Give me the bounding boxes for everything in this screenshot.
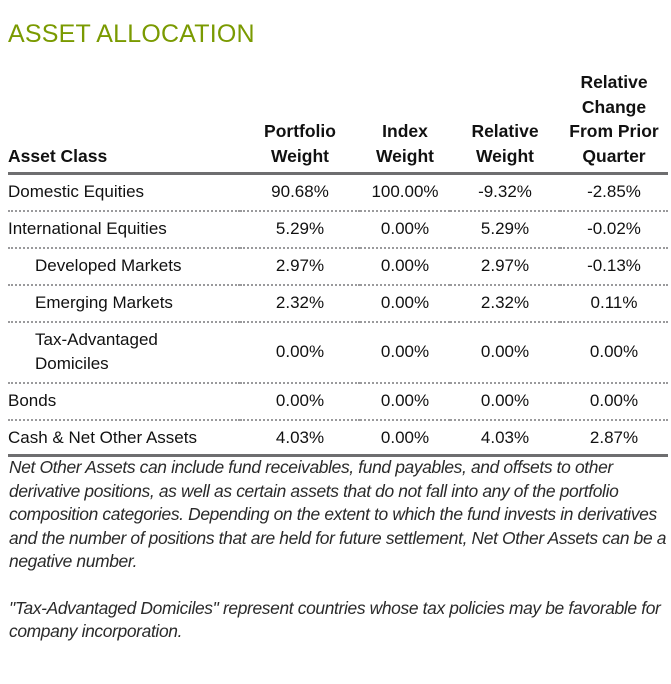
index-weight-cell: 100.00% <box>360 173 450 212</box>
header-relative-weight: Relative Weight <box>450 70 560 175</box>
table-row: Tax-Advantaged Domiciles 0.00% 0.00% 0.0… <box>8 322 668 384</box>
relative-weight-cell: 2.32% <box>450 285 560 323</box>
asset-class-cell: Domestic Equities <box>8 173 240 212</box>
page-title: ASSET ALLOCATION <box>8 20 255 48</box>
header-line: Quarter <box>582 145 646 166</box>
relative-change-cell: 0.00% <box>560 383 668 421</box>
asset-allocation-table: Asset Class Portfolio Weight Index Weigh… <box>8 70 668 457</box>
relative-weight-cell: 2.97% <box>450 248 560 286</box>
portfolio-weight-cell: 0.00% <box>240 383 360 421</box>
header-relative-change: Relative Change From Prior Quarter <box>560 70 668 175</box>
portfolio-weight-cell: 90.68% <box>240 173 360 212</box>
relative-change-cell: -0.13% <box>560 248 668 286</box>
index-weight-cell: 0.00% <box>360 285 450 323</box>
relative-change-cell: -2.85% <box>560 173 668 212</box>
relative-change-cell: 2.87% <box>560 420 668 457</box>
footnote-net-other-assets: Net Other Assets can include fund receiv… <box>9 457 667 571</box>
asset-class-cell: Tax-Advantaged Domiciles <box>8 322 240 384</box>
asset-class-line: Tax-Advantaged <box>35 330 158 349</box>
index-weight-cell: 0.00% <box>360 383 450 421</box>
footnotes: Net Other Assets can include fund receiv… <box>9 456 669 667</box>
portfolio-weight-cell: 0.00% <box>240 322 360 384</box>
header-line: Relative <box>471 121 539 141</box>
footnote-tax-advantaged-domiciles: "Tax-Advantaged Domiciles" represent cou… <box>9 597 661 642</box>
asset-class-cell: International Equities <box>8 211 240 249</box>
relative-change-cell: -0.02% <box>560 211 668 249</box>
relative-weight-cell: -9.32% <box>450 173 560 212</box>
header-line: Weight <box>475 145 534 166</box>
table-row: Developed Markets 2.97% 0.00% 2.97% -0.1… <box>8 248 668 286</box>
portfolio-weight-cell: 2.97% <box>240 248 360 286</box>
index-weight-cell: 0.00% <box>360 322 450 384</box>
header-asset-class: Asset Class <box>8 70 240 175</box>
relative-change-cell: 0.11% <box>560 285 668 323</box>
table-row: Cash & Net Other Assets 4.03% 0.00% 4.03… <box>8 420 668 457</box>
relative-change-cell: 0.00% <box>560 322 668 384</box>
index-weight-cell: 0.00% <box>360 211 450 249</box>
asset-class-cell: Cash & Net Other Assets <box>8 420 240 457</box>
header-line: Index <box>382 121 428 141</box>
relative-weight-cell: 4.03% <box>450 420 560 457</box>
table-row: Domestic Equities 90.68% 100.00% -9.32% … <box>8 173 668 212</box>
relative-weight-cell: 0.00% <box>450 322 560 384</box>
index-weight-cell: 0.00% <box>360 420 450 457</box>
header-line: From Prior <box>569 121 659 141</box>
header-line: Portfolio <box>264 121 336 141</box>
header-portfolio-weight: Portfolio Weight <box>240 70 360 175</box>
index-weight-cell: 0.00% <box>360 248 450 286</box>
asset-class-cell: Developed Markets <box>8 248 240 286</box>
asset-class-line: Domiciles <box>35 354 109 373</box>
portfolio-weight-cell: 5.29% <box>240 211 360 249</box>
table-header-row: Asset Class Portfolio Weight Index Weigh… <box>8 70 668 175</box>
table-row: Emerging Markets 2.32% 0.00% 2.32% 0.11% <box>8 285 668 323</box>
relative-weight-cell: 0.00% <box>450 383 560 421</box>
header-index-weight: Index Weight <box>360 70 450 175</box>
header-line: Weight <box>375 145 434 166</box>
header-line: Relative <box>580 72 648 92</box>
asset-class-cell: Emerging Markets <box>8 285 240 323</box>
table-row: International Equities 5.29% 0.00% 5.29%… <box>8 211 668 249</box>
relative-weight-cell: 5.29% <box>450 211 560 249</box>
asset-class-cell: Bonds <box>8 383 240 421</box>
header-line: Weight <box>270 145 329 166</box>
portfolio-weight-cell: 2.32% <box>240 285 360 323</box>
table-row: Bonds 0.00% 0.00% 0.00% 0.00% <box>8 383 668 421</box>
header-line: Change <box>581 96 647 117</box>
portfolio-weight-cell: 4.03% <box>240 420 360 457</box>
